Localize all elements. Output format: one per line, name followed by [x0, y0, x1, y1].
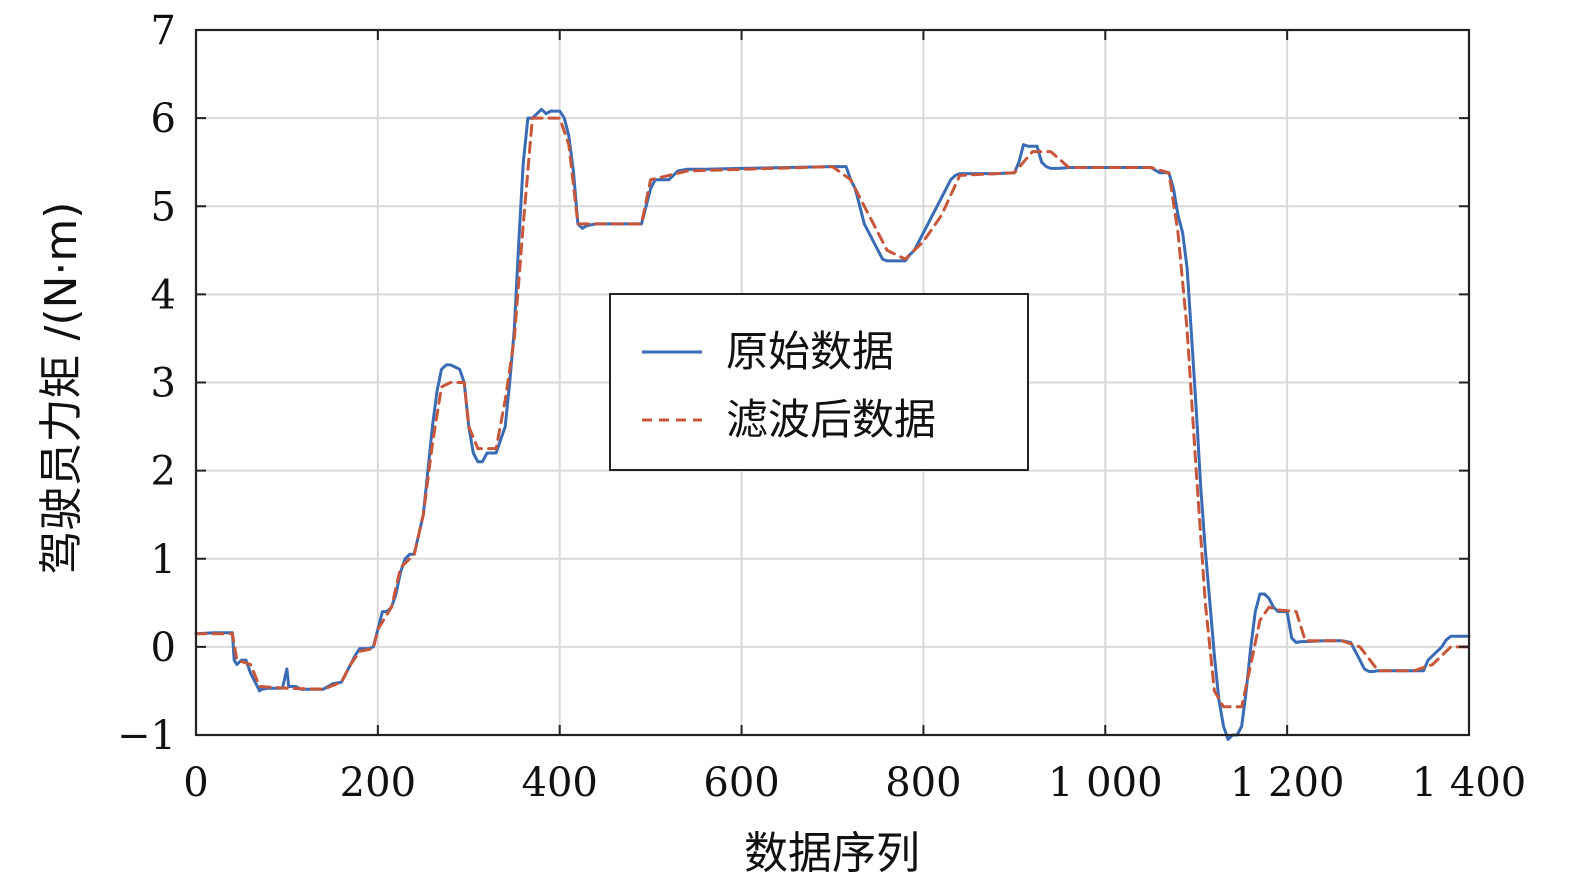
y-axis-title: 驾驶员力矩 /(N·m) [36, 202, 87, 575]
y-tick-label: 0 [151, 625, 176, 671]
x-tick-label: 0 [183, 760, 208, 806]
y-tick-label: −1 [117, 713, 176, 759]
x-tick-label: 1 200 [1230, 760, 1345, 806]
x-tick-label: 200 [340, 760, 416, 806]
y-tick-label: 2 [151, 449, 176, 495]
x-tick-label: 400 [522, 760, 598, 806]
series-layer [194, 107, 1471, 741]
y-tick-label: 7 [151, 8, 176, 54]
x-tick-label: 600 [703, 760, 779, 806]
y-tick-label: 5 [151, 184, 176, 230]
y-tick-label: 3 [151, 361, 176, 407]
series-line-filtered [194, 116, 1471, 709]
legend-box [609, 293, 1029, 471]
y-tick-label: 6 [151, 96, 176, 142]
x-tick-label: 1 400 [1412, 760, 1527, 806]
legend-label-raw: 原始数据 [726, 327, 894, 376]
y-tick-label: 4 [151, 272, 176, 318]
x-tick-label: 800 [885, 760, 961, 806]
x-tick-label: 1 000 [1048, 760, 1163, 806]
x-axis-title: 数据序列 [744, 828, 920, 879]
y-tick-label: 1 [151, 537, 176, 583]
legend: 原始数据 滤波后数据 [609, 293, 1029, 471]
legend-label-filtered: 滤波后数据 [726, 395, 936, 444]
ticks [195, 29, 1470, 736]
series-line-raw [194, 107, 1471, 741]
